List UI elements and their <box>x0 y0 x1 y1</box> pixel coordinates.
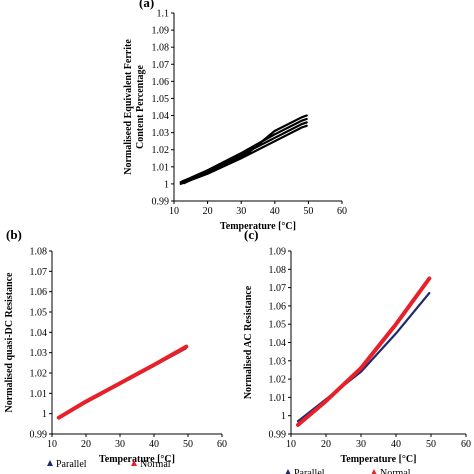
panel-label: (b) <box>6 227 22 242</box>
y-tick-label: 1.09 <box>152 26 170 37</box>
x-axis-label: Temperature [°C] <box>220 221 296 232</box>
y-tick-label: 1.06 <box>30 287 48 298</box>
x-tick-label: 30 <box>236 206 246 217</box>
x-tick-label: 20 <box>203 206 213 217</box>
y-tick-label: 1.08 <box>30 247 48 258</box>
legend-marker <box>371 469 377 474</box>
y-tick-label: 1.08 <box>152 43 170 54</box>
series-line-0 <box>179 117 308 184</box>
y-tick-label: 1.01 <box>269 393 287 404</box>
x-axis-label: Temperature [°C] <box>341 454 417 465</box>
y-tick-label: 0.99 <box>152 197 170 208</box>
legend-label: Normal <box>140 459 171 470</box>
y-tick-label: 1.03 <box>152 128 170 139</box>
y-tick-label: 0.99 <box>269 430 287 441</box>
y-tick-label: 1.09 <box>269 247 287 258</box>
y-tick-label: 1 <box>42 409 47 420</box>
y-axis-label: Content Percentage <box>135 64 146 149</box>
legend: Parallel Normal <box>285 468 411 474</box>
x-tick-label: 40 <box>391 439 401 450</box>
y-tick-label: 1.07 <box>30 267 48 278</box>
chart-b: 10 20 30 40 50 60 0.99 1 1.01 1.02 1.03 1.04 1.05 1.0… <box>4 227 227 470</box>
legend-marker <box>131 460 137 466</box>
y-tick-label: 1.03 <box>30 348 48 359</box>
x-tick-label: 60 <box>337 206 347 217</box>
x-tick-label: 20 <box>321 439 331 450</box>
panel-label: (a) <box>139 0 154 10</box>
y-tick-label: 1.03 <box>269 356 287 367</box>
y-axis-label: Normalised quasi-DC Resistance <box>4 272 15 413</box>
y-tick-label: 1.01 <box>152 162 170 173</box>
x-tick-label: 60 <box>461 439 471 450</box>
y-tick-label: 1.04 <box>152 111 170 122</box>
y-tick-label: 1.07 <box>269 283 287 294</box>
x-axis-label: Temperature [°C] <box>99 454 175 465</box>
series-line-1 <box>179 124 308 185</box>
y-tick-label: 1.06 <box>152 77 170 88</box>
x-tick-label: 40 <box>149 439 159 450</box>
legend: Parallel Normal <box>47 459 171 470</box>
legend-marker <box>47 460 53 466</box>
chart-a: 10 20 30 40 50 60 0.99 1 1.01 1.02 1.03 1.04 1.05 1.0… <box>123 0 347 232</box>
y-tick-label: 1 <box>164 179 169 190</box>
y-axis-label: Normalised AC Resistance <box>243 285 254 399</box>
x-tick-label: 40 <box>270 206 280 217</box>
series-line-normal <box>56 344 189 420</box>
y-tick-label: 1.05 <box>152 94 170 105</box>
chart-c: 10 20 30 40 50 60 0.99 1 1.01 1.02 1.03 1.04 1.05 1.0… <box>243 227 471 474</box>
x-tick-label: 20 <box>81 439 91 450</box>
x-tick-label: 10 <box>286 439 296 450</box>
series-line-3 <box>183 114 308 185</box>
x-tick-label: 30 <box>115 439 125 450</box>
y-tick-label: 1.01 <box>30 389 48 400</box>
y-tick-label: 1.02 <box>269 375 287 386</box>
panel-label: (c) <box>244 227 258 242</box>
series-line-normal <box>296 276 432 427</box>
y-tick-label: 1.02 <box>30 369 48 380</box>
x-tick-label: 50 <box>183 439 193 450</box>
y-tick-label: 1.05 <box>30 308 48 319</box>
y-axis-label: Normaliseed Equivalent Ferrite <box>123 39 134 175</box>
series-line-parallel <box>296 292 431 423</box>
legend-label: Parallel <box>56 459 87 470</box>
x-tick-label: 30 <box>356 439 366 450</box>
y-tick-label: 1 <box>281 411 286 422</box>
x-tick-label: 50 <box>426 439 436 450</box>
y-tick-label: 0.99 <box>30 430 48 441</box>
x-tick-label: 60 <box>217 439 227 450</box>
x-tick-label: 10 <box>169 206 179 217</box>
legend-marker <box>285 469 291 474</box>
x-tick-label: 50 <box>303 206 313 217</box>
y-tick-label: 1.07 <box>152 60 170 71</box>
y-tick-label: 1.04 <box>269 338 287 349</box>
x-tick-label: 10 <box>47 439 57 450</box>
y-tick-label: 1.04 <box>30 328 48 339</box>
legend-label: Parallel <box>294 468 325 474</box>
y-tick-label: 1.05 <box>269 320 287 331</box>
y-tick-label: 1.06 <box>269 301 287 312</box>
legend-label: Normal <box>380 468 411 474</box>
y-tick-label: 1.08 <box>269 265 287 276</box>
y-tick-label: 1.1 <box>157 9 170 20</box>
y-tick-label: 1.02 <box>152 145 170 156</box>
